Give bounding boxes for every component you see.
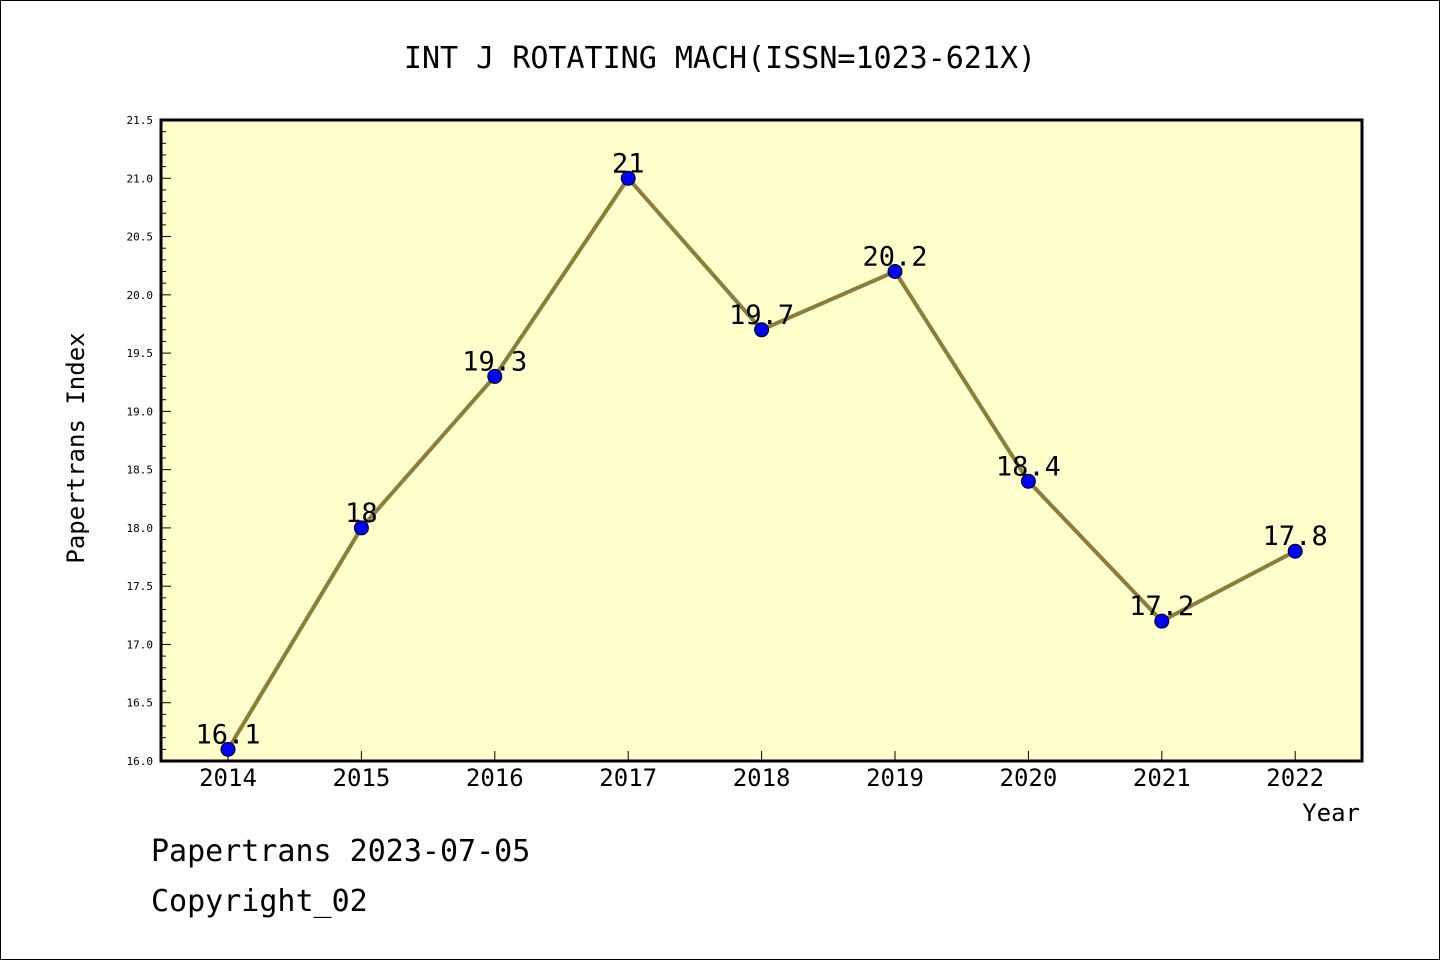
data-label: 18.4 <box>996 451 1061 482</box>
data-label: 17.2 <box>1129 591 1194 622</box>
y-tick-label: 19.0 <box>127 405 154 418</box>
x-tick-label: 2014 <box>199 764 257 792</box>
y-tick-label: 21.0 <box>127 172 154 185</box>
data-label: 18 <box>345 498 378 529</box>
x-tick-label: 2022 <box>1266 764 1324 792</box>
x-tick-label: 2020 <box>1000 764 1058 792</box>
x-tick-label: 2016 <box>466 764 524 792</box>
x-tick-label: 2017 <box>599 764 657 792</box>
y-tick-label: 16.0 <box>127 755 154 768</box>
footer-date: Papertrans 2023-07-05 <box>151 834 531 869</box>
data-label: 19.7 <box>729 300 794 331</box>
y-tick-label: 18.5 <box>127 464 154 477</box>
data-point <box>487 368 503 384</box>
y-tick-label: 20.5 <box>127 231 154 244</box>
y-tick-label: 20.0 <box>127 289 154 302</box>
x-axis: 2014 2015 2016 2017 2018 2019 2020 2021 2022 <box>199 751 1324 792</box>
x-tick-label: 2019 <box>866 764 924 792</box>
footer-copyright: Copyright_02 <box>151 884 368 919</box>
y-tick-label: 16.5 <box>127 697 154 710</box>
data-point <box>754 322 770 338</box>
x-tick-label: 2021 <box>1133 764 1191 792</box>
chart-title: INT J ROTATING MACH(ISSN=1023-621X) <box>404 41 1036 76</box>
y-axis: 16.0 16.5 17.0 17.5 18.0 18.5 19.0 19.5 20.0 20.5… <box>127 114 171 768</box>
y-tick-label: 17.5 <box>127 580 154 593</box>
data-label: 16.1 <box>195 719 260 750</box>
x-tick-label: 2015 <box>333 764 391 792</box>
data-label: 17.8 <box>1263 521 1328 552</box>
data-label: 20.2 <box>862 242 927 273</box>
data-label: 21 <box>612 148 645 179</box>
x-tick-label: 2018 <box>733 764 791 792</box>
y-tick-label: 21.5 <box>127 114 154 127</box>
data-point <box>1287 543 1303 559</box>
series-group: 16.1 18 19.3 21 19.7 20.2 18.4 17.2 17.8 <box>195 148 1328 757</box>
y-tick-label: 18.0 <box>127 522 154 535</box>
y-axis-title: Papertrans Index <box>62 332 90 563</box>
data-point <box>620 170 636 186</box>
data-point <box>887 264 903 280</box>
y-tick-label: 17.0 <box>127 638 154 651</box>
plot-area <box>159 118 1364 763</box>
data-point <box>1020 473 1036 489</box>
data-point <box>220 741 236 757</box>
data-point <box>353 520 369 536</box>
x-axis-title: Year <box>1302 799 1360 827</box>
data-point <box>1154 613 1170 629</box>
y-tick-label: 19.5 <box>127 347 154 360</box>
data-label: 19.3 <box>462 346 527 377</box>
